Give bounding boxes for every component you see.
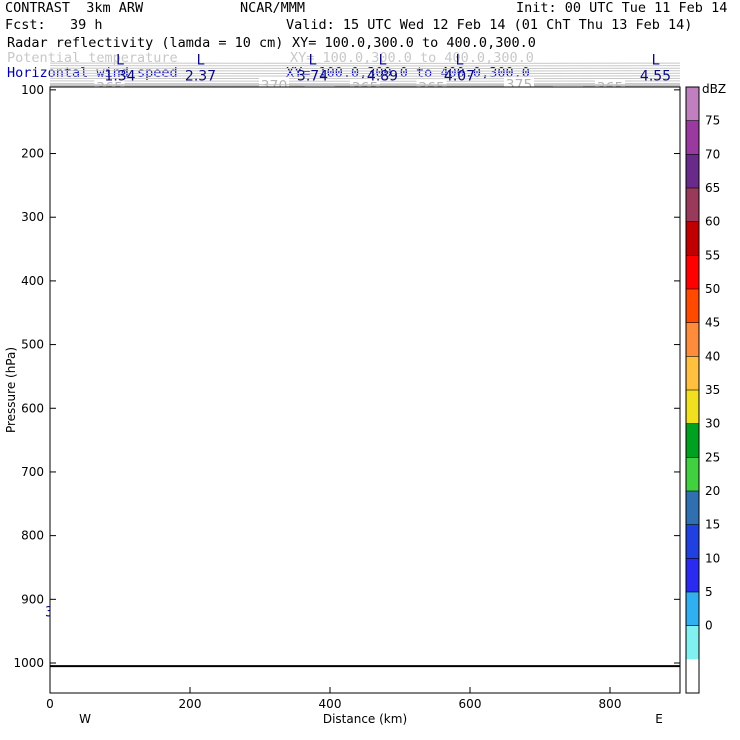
- y-axis-label: Pressure (hPa): [4, 347, 18, 433]
- plot-frame: [49, 86, 681, 694]
- colorbar-level: 55: [705, 248, 720, 262]
- y-tick-label: 700: [21, 465, 44, 479]
- wind-extremum-value: 3.74: [297, 68, 328, 84]
- colorbar-swatch: [686, 491, 699, 525]
- x-tick-label: 200: [179, 697, 202, 711]
- colorbar-swatch: [686, 87, 699, 121]
- colorbar-swatch: [686, 289, 699, 323]
- upper-isentrope-line: [49, 69, 681, 72]
- colorbar-swatch: [686, 188, 699, 222]
- colorbar-swatch: [686, 390, 699, 424]
- colorbar-level: 60: [705, 215, 720, 229]
- colorbar-level: 15: [705, 518, 720, 532]
- field-name-reflectivity: Radar reflectivity (lamda = 10 cm): [7, 35, 284, 51]
- colorbar-swatch: [686, 659, 699, 693]
- colorbar-level: 0: [705, 619, 713, 633]
- colorbar-swatch: [686, 221, 699, 256]
- wind-extremum-value: 4.89: [367, 68, 398, 84]
- y-tick-label: 300: [21, 210, 44, 224]
- colorbar-level: 65: [705, 181, 720, 195]
- chart-title: CONTRAST 3km ARW: [5, 0, 144, 16]
- axes: 100 200 300 400 500 600 700 800 900 1000 0 200 400 60…: [4, 83, 681, 726]
- colorbar-swatch: [686, 625, 699, 660]
- y-tick-label: 600: [21, 401, 44, 415]
- wind-extremum-type: L: [309, 52, 317, 68]
- y-tick-label: 100: [21, 83, 44, 97]
- valid-time: Valid: 15 UTC Wed 12 Feb 14 (01 ChT Thu …: [286, 17, 693, 33]
- colorbar-level: 30: [705, 417, 720, 431]
- forecast-hour: Fcst: 39 h: [5, 17, 103, 33]
- colorbar-level: 20: [705, 484, 720, 498]
- plot-border: [49, 86, 681, 694]
- y-tick-label: 500: [21, 338, 44, 352]
- wind-extremum-type: L: [456, 52, 464, 68]
- upper-isentrope-line: [49, 72, 681, 75]
- colorbar-swatch: [686, 120, 699, 155]
- x-tick-label: 0: [46, 697, 54, 711]
- y-tick-label: 400: [21, 274, 44, 288]
- colorbar-level: 75: [705, 114, 720, 128]
- x-tick-label: 600: [459, 697, 482, 711]
- wind-extremum-value: 2.37: [185, 68, 216, 84]
- colorbar-swatch: [686, 255, 699, 289]
- upper-isentrope-line: [49, 67, 681, 70]
- colorbar-level: 45: [705, 316, 720, 330]
- colorbar-label: dBZ: [702, 82, 726, 96]
- colorbar-level: 70: [705, 147, 720, 161]
- x-tick-label: 400: [319, 697, 342, 711]
- colorbar-level: 25: [705, 450, 720, 464]
- upper-isentrope-line: [49, 77, 681, 80]
- init-time: Init: 00 UTC Tue 11 Feb 14: [516, 0, 728, 16]
- colorbar-level: 35: [705, 383, 720, 397]
- wind-extremum-type: L: [116, 52, 124, 68]
- colorbar-level: 10: [705, 551, 720, 565]
- colorbar-swatch: [686, 322, 699, 357]
- colorbar-swatch: [686, 457, 699, 491]
- wind-extremum-value: 1.34: [104, 68, 135, 84]
- colorbar-swatch: [686, 154, 699, 188]
- colorbar-swatch: [686, 592, 699, 626]
- field-xy-theta: XY= 100.0,300.0 to 400.0,300.0: [290, 50, 534, 66]
- wind-extremum-type: L: [379, 52, 387, 68]
- colorbar-level: 50: [705, 282, 720, 296]
- colorbar-level: 40: [705, 349, 720, 363]
- upper-isentrope-line: [49, 74, 681, 77]
- colorbar-swatch: [686, 423, 699, 458]
- x-axis-label: Distance (km): [323, 712, 407, 726]
- y-tick-label: 900: [21, 592, 44, 606]
- wind-extremum-type: L: [197, 52, 205, 68]
- x-axis-west-label: W: [79, 712, 91, 726]
- colorbar-swatch: [686, 356, 699, 390]
- x-axis-east-label: E: [655, 712, 663, 726]
- x-tick-label: 800: [599, 697, 622, 711]
- colorbar-swatch: [686, 558, 699, 592]
- field-xy-reflectivity: XY= 100.0,300.0 to 400.0,300.0: [292, 35, 536, 51]
- upper-isentrope-line: [49, 64, 681, 67]
- y-tick-label: 800: [21, 529, 44, 543]
- field-name-theta: Potential temperature: [7, 50, 178, 66]
- colorbar-swatch: [686, 524, 699, 559]
- organization: NCAR/MMM: [240, 0, 306, 16]
- y-tick-label: 200: [21, 147, 44, 161]
- wind-extremum-value: 4.07: [444, 68, 475, 84]
- upper-isentrope-line: [49, 62, 681, 65]
- wind-extremum-type: L: [652, 52, 660, 68]
- colorbar-level: 5: [705, 585, 713, 599]
- y-tick-label: 1000: [13, 656, 44, 670]
- wind-extremum-value: 4.55: [640, 68, 671, 84]
